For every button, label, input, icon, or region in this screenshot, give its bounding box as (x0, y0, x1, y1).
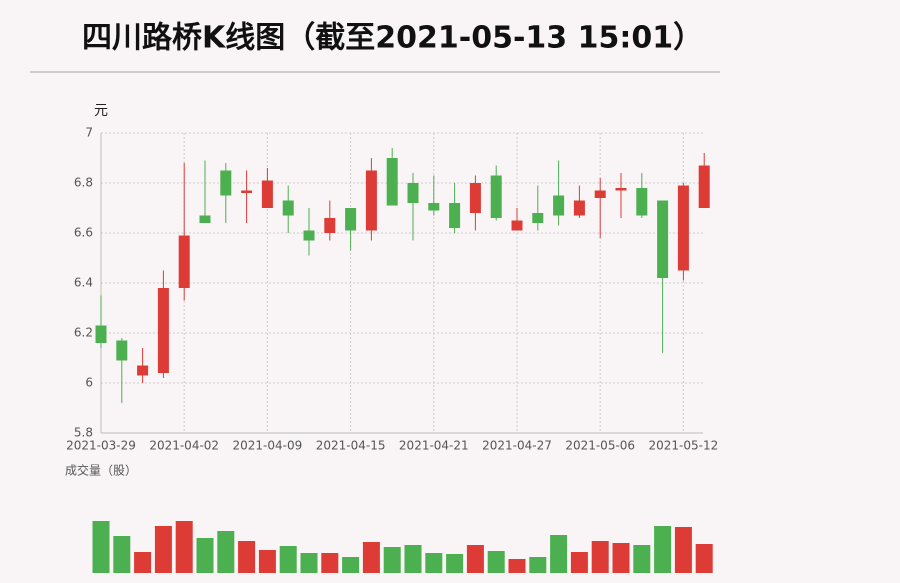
candle-body (324, 218, 336, 233)
volume-bar (633, 545, 651, 573)
candle-body (428, 203, 440, 211)
volume-bar (674, 527, 692, 573)
volume-bar (487, 551, 505, 573)
candle-body (677, 185, 689, 271)
volume-bar (446, 554, 464, 573)
volume-bar (92, 521, 110, 573)
volume-bar (113, 536, 131, 573)
volume-bar (612, 543, 630, 573)
x-tick-label: 2021-05-06 (565, 439, 635, 453)
x-tick-label: 2021-04-15 (316, 439, 386, 453)
volume-bar (217, 531, 235, 573)
candle-body (657, 200, 669, 278)
volume-bar (175, 521, 193, 573)
volume-bar (279, 546, 297, 573)
volume-bar (300, 553, 318, 573)
candle-body (303, 230, 315, 241)
volume-bar (154, 526, 172, 573)
volume-bar (591, 541, 609, 573)
candle-body (261, 180, 273, 208)
y-axis-label: 元 (94, 103, 108, 119)
x-tick-label: 2021-04-09 (233, 439, 303, 453)
volume-bar (529, 557, 547, 573)
volume-bar (321, 553, 339, 573)
candle-body (407, 183, 419, 203)
x-tick-label: 2021-04-27 (482, 439, 552, 453)
candle-body (698, 165, 710, 208)
volume-label: 成交量（股） (65, 463, 137, 478)
y-tick-label: 6.4 (74, 276, 93, 290)
volume-bar (342, 557, 360, 573)
volume-bar (570, 552, 588, 573)
y-tick-label: 6.6 (74, 226, 93, 240)
candle-body (282, 200, 294, 216)
y-tick-label: 6.2 (74, 326, 93, 340)
volume-bar (550, 535, 568, 573)
candle-body (449, 203, 461, 228)
volume-bar (404, 545, 422, 573)
candle-body (199, 215, 211, 223)
candle-body (490, 175, 502, 218)
candle-body (532, 213, 544, 223)
volume-bar (238, 541, 256, 573)
candle-body (553, 195, 565, 216)
candle-body (469, 183, 481, 213)
volume-bar (196, 538, 214, 573)
candle-body (241, 190, 253, 193)
candle-body (95, 325, 107, 343)
candle-body (615, 188, 627, 191)
volume-bar (258, 550, 276, 573)
chart-title: 四川路桥K线图（截至2021-05-13 15:01） (82, 21, 703, 56)
candle-body (157, 288, 169, 373)
candle-body (116, 340, 128, 361)
candle-body (137, 365, 149, 376)
volume-bar (425, 553, 443, 573)
volume-bar (466, 545, 484, 573)
volume-bar (134, 552, 152, 573)
candle-body (573, 200, 585, 216)
x-tick-label: 2021-04-21 (399, 439, 469, 453)
x-tick-label: 2021-03-29 (66, 439, 136, 453)
candle-body (594, 190, 606, 198)
candle-body (220, 170, 232, 196)
y-tick-label: 6.8 (74, 176, 93, 190)
volume-bar (362, 542, 380, 573)
volume-bar (654, 526, 672, 573)
candle-body (365, 170, 377, 231)
candle-body (511, 220, 523, 231)
x-tick-label: 2021-05-12 (649, 439, 719, 453)
y-tick-label: 7 (85, 126, 93, 140)
x-tick-label: 2021-04-02 (149, 439, 219, 453)
candle-body (386, 158, 398, 206)
candle-body (636, 188, 648, 216)
volume-bar (383, 547, 401, 573)
volume-bar (508, 559, 526, 573)
y-tick-label: 6 (85, 376, 93, 390)
y-tick-label: 5.8 (74, 426, 93, 440)
volume-bar (695, 544, 713, 573)
candle-body (178, 235, 190, 288)
candle-body (345, 208, 357, 231)
